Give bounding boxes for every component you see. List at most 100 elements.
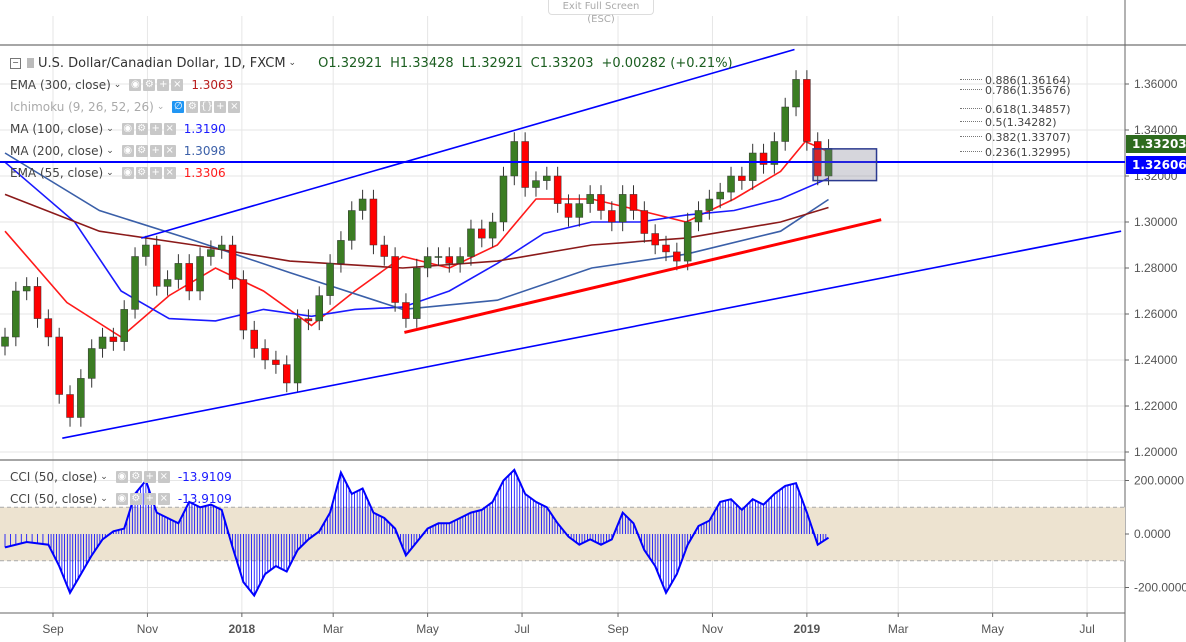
indicator-label[interactable]: MA (200, close)	[10, 144, 104, 158]
consolidation-box[interactable]	[812, 148, 878, 182]
indicator-label[interactable]: CCI (50, close)	[10, 492, 98, 506]
close-icon[interactable]: ×	[163, 123, 176, 135]
indicator-legend-row: EMA (55, close) ⌄ ◉ ⚙ + × 1.3306	[10, 162, 733, 184]
candle-body	[532, 180, 540, 188]
candle-body	[120, 309, 128, 342]
candle-body	[142, 244, 150, 257]
settings-icon[interactable]: ⚙	[129, 493, 142, 505]
add-icon[interactable]: +	[157, 79, 170, 91]
settings-icon[interactable]: ⚙	[135, 123, 148, 135]
candle-body	[564, 203, 573, 218]
settings-icon[interactable]: ⚙	[143, 79, 156, 91]
time-tick-label: Jul	[514, 622, 529, 636]
chevron-down-icon[interactable]: ⌄	[156, 102, 165, 112]
fib-level-label: 0.5(1.34282)	[985, 116, 1057, 129]
close-icon[interactable]: ×	[163, 145, 176, 157]
add-icon[interactable]: +	[149, 123, 162, 135]
candle-body	[413, 267, 421, 319]
indicator-label[interactable]: MA (100, close)	[10, 122, 104, 136]
candle-body	[77, 378, 85, 418]
chevron-down-icon[interactable]: ⌄	[106, 168, 114, 178]
settings-icon[interactable]: ⚙	[135, 145, 148, 157]
add-icon[interactable]: +	[149, 167, 162, 179]
visibility-icon[interactable]: ∅	[172, 101, 185, 113]
upper-channel-line[interactable]	[141, 48, 795, 239]
price-tick-label: 1.36000	[1134, 77, 1178, 91]
visibility-icon[interactable]: ◉	[115, 471, 128, 483]
add-icon[interactable]: +	[143, 493, 156, 505]
candle-body	[348, 210, 356, 241]
visibility-icon[interactable]: ◉	[129, 79, 142, 91]
chevron-down-icon[interactable]: ⌄	[100, 472, 108, 482]
ohlc-high: H1.33428	[390, 55, 454, 71]
symbol-title[interactable]: U.S. Dollar/Canadian Dollar, 1D, FXCM	[38, 55, 286, 71]
close-icon[interactable]: ×	[157, 493, 170, 505]
candle-body	[174, 263, 183, 280]
price-tick-label: 1.22000	[1134, 399, 1178, 413]
chevron-down-icon[interactable]: ⌄	[288, 58, 297, 68]
last-price-tag: 1.33203	[1126, 135, 1186, 153]
support-trend-line[interactable]	[404, 218, 882, 334]
indicator-label[interactable]: Ichimoku (9, 26, 52, 26)	[10, 100, 154, 114]
settings-icon[interactable]: ⚙	[186, 101, 199, 113]
cci-tick-label: 0.0000	[1134, 527, 1171, 541]
close-icon[interactable]: ×	[228, 101, 241, 113]
candle-body	[239, 279, 248, 331]
indicator-label[interactable]: EMA (300, close)	[10, 78, 111, 92]
visibility-icon[interactable]: ◉	[121, 167, 134, 179]
lower-channel-line[interactable]	[62, 230, 1122, 439]
cci-band	[0, 507, 1125, 561]
time-tick-label: May	[981, 622, 1004, 636]
chevron-down-icon[interactable]: ⌄	[113, 80, 122, 90]
price-tick-label: 1.34000	[1134, 123, 1178, 137]
visibility-icon[interactable]: ◉	[115, 493, 128, 505]
indicator-value: 1.3098	[183, 144, 226, 158]
moving-average-line	[4, 193, 829, 269]
add-icon[interactable]: +	[149, 145, 162, 157]
close-icon[interactable]: ×	[157, 471, 170, 483]
candle-body	[543, 175, 551, 181]
chevron-down-icon[interactable]: ⌄	[106, 124, 114, 134]
exit-fullscreen-button[interactable]: Exit Full Screen (ESC)	[548, 0, 654, 25]
close-icon[interactable]: ×	[163, 167, 176, 179]
indicator-controls: ∅ ⚙{} + ×	[172, 101, 241, 113]
indicator-controls: ◉ ⚙ + ×	[121, 123, 176, 135]
time-tick-label: Sep	[42, 622, 64, 636]
cci-tick-label: -200.0000	[1134, 581, 1186, 595]
visibility-icon[interactable]: ◉	[121, 145, 134, 157]
chevron-down-icon[interactable]: ⌄	[100, 494, 108, 504]
source-icon[interactable]: {}	[200, 101, 214, 113]
candle-body	[1, 336, 9, 347]
settings-icon[interactable]: ⚙	[135, 167, 148, 179]
indicator-legend-row: Ichimoku (9, 26, 52, 26) ⌄ ∅ ⚙{} + ×	[10, 96, 733, 118]
candle-body	[315, 295, 324, 322]
fib-level-line	[960, 151, 982, 152]
candle-body	[261, 348, 269, 361]
settings-icon[interactable]: ⚙	[129, 471, 142, 483]
ohlc-close: C1.33203	[530, 55, 594, 71]
cci-legend-row: CCI (50, close) ⌄ ◉ ⚙ + × -13.9109	[10, 488, 232, 510]
indicator-value: 1.3063	[191, 78, 234, 92]
close-icon[interactable]: ×	[171, 79, 184, 91]
chevron-down-icon[interactable]: ⌄	[106, 146, 114, 156]
candle-body	[250, 329, 258, 349]
candle-body	[228, 244, 237, 280]
candle-body	[521, 141, 529, 188]
candle-body	[272, 359, 280, 365]
fib-level-label: 0.236(1.32995)	[985, 146, 1071, 159]
ohlc-low: L1.32921	[461, 55, 523, 71]
candle-body	[662, 244, 670, 253]
collapse-icon[interactable]: −	[10, 57, 21, 69]
candle-body	[423, 256, 432, 269]
indicator-value: -13.9109	[177, 492, 232, 506]
candle-body	[792, 79, 800, 108]
candle-body	[87, 348, 96, 379]
candle-body	[618, 194, 627, 223]
indicator-label[interactable]: EMA (55, close)	[10, 166, 104, 180]
add-icon[interactable]: +	[143, 471, 156, 483]
indicator-label[interactable]: CCI (50, close)	[10, 470, 98, 484]
visibility-icon[interactable]: ◉	[121, 123, 134, 135]
indicator-legend-row: MA (100, close) ⌄ ◉ ⚙ + × 1.3190	[10, 118, 733, 140]
add-icon[interactable]: +	[214, 101, 227, 113]
